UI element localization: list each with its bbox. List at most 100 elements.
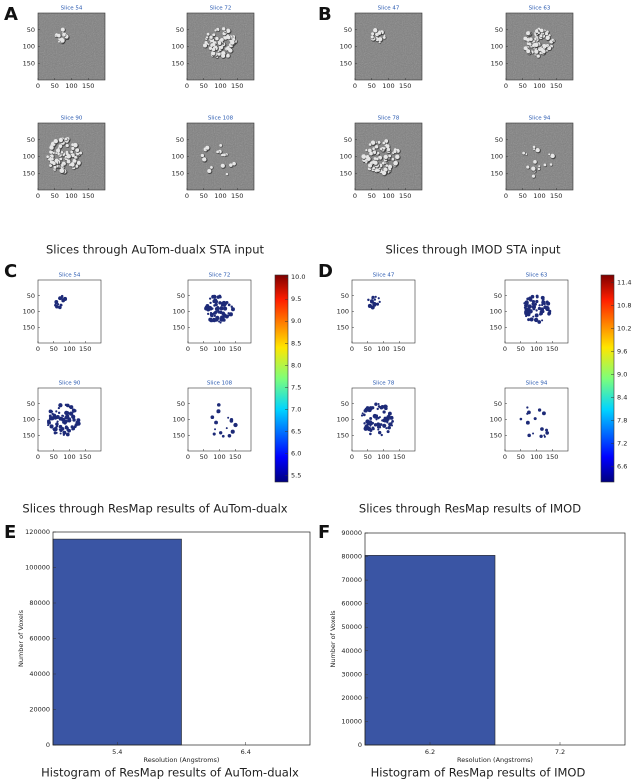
density-blob <box>537 408 542 412</box>
slice-title: Slice 72 <box>210 6 232 12</box>
density-blob <box>367 303 372 309</box>
density-blob <box>202 157 207 162</box>
density-blob <box>537 320 542 324</box>
density-blob <box>52 151 55 155</box>
density-blob <box>227 433 232 438</box>
density-blob <box>531 300 536 304</box>
density-blob <box>525 420 530 425</box>
panel-caption: Slices through ResMap results of AuTom-d… <box>22 502 287 516</box>
density-blob <box>377 402 380 405</box>
slice-title: Slice 72 <box>209 273 231 279</box>
density-blob <box>62 430 67 435</box>
density-blob <box>532 432 535 435</box>
x-tick-label: 150 <box>399 82 411 90</box>
density-blob <box>211 47 216 52</box>
x-tick-label: 0 <box>503 345 507 353</box>
density-blob <box>213 314 216 317</box>
density-blob <box>526 31 530 36</box>
y-tick-label: 50 <box>341 292 349 300</box>
density-blob <box>363 422 366 425</box>
slice-panel: Slice 47 0 50 100 150 50 100 150 <box>340 6 423 90</box>
density-blob <box>66 428 70 432</box>
slice-image <box>38 280 101 343</box>
density-blob <box>384 406 388 411</box>
density-blob <box>522 151 526 155</box>
y-tick-label: 150 <box>491 59 503 67</box>
slice-panel: Slice 54 0 50 100 150 50 100 150 <box>23 6 106 90</box>
density-blob <box>387 164 393 169</box>
density-blob <box>57 33 61 38</box>
slice-image <box>188 388 251 451</box>
plot-frame <box>364 532 626 746</box>
slice-panel: Slice 94 0 50 100 150 50 100 150 <box>490 381 569 461</box>
density-blob <box>533 148 536 151</box>
density-blob <box>230 40 235 45</box>
density-blob <box>212 33 216 37</box>
slice-noise <box>506 123 573 190</box>
colorbar-tick-label: 10.0 <box>291 273 305 281</box>
density-blob <box>367 298 370 302</box>
x-tick-label: 150 <box>550 192 562 200</box>
density-blob <box>372 147 375 151</box>
x-tick-label: 150 <box>399 192 411 200</box>
x-tick-label: 150 <box>229 453 241 461</box>
density-blob <box>370 35 374 39</box>
density-blob <box>374 402 378 406</box>
density-blob <box>383 154 388 160</box>
y-tick-label: 80000 <box>29 599 50 607</box>
density-blob <box>53 165 57 169</box>
density-blob <box>519 417 523 421</box>
y-tick-label: 150 <box>337 323 349 331</box>
y-tick-label: 90000 <box>341 529 362 537</box>
density-blob <box>524 300 528 304</box>
x-tick-label: 0 <box>185 82 189 90</box>
density-blob <box>531 166 536 171</box>
density-blob <box>200 153 205 158</box>
density-blob <box>61 164 64 167</box>
y-tick-label: 50 <box>27 292 35 300</box>
density-blob <box>76 160 81 165</box>
x-tick-label: 0 <box>186 345 190 353</box>
x-tick-label: 0 <box>186 453 190 461</box>
slice-title: Slice 63 <box>529 6 551 12</box>
density-blob <box>377 297 380 300</box>
x-tick-label: 150 <box>231 82 243 90</box>
density-blob <box>58 403 63 408</box>
y-tick-label: 50 <box>177 400 185 408</box>
x-tick-label: 150 <box>79 453 91 461</box>
density-blob <box>529 37 533 42</box>
density-blob <box>368 163 373 168</box>
density-blob <box>51 410 54 413</box>
y-tick-label: 120000 <box>25 528 50 536</box>
density-blob <box>215 36 219 41</box>
y-tick-label: 100 <box>23 153 35 161</box>
density-blob <box>75 148 80 153</box>
density-blob <box>65 143 69 148</box>
colorbar-tick-label: 9.0 <box>291 317 301 325</box>
density-blob <box>524 314 528 318</box>
density-blob <box>373 415 377 419</box>
density-blob <box>366 156 371 161</box>
bar <box>52 538 182 746</box>
density-blob <box>63 419 68 424</box>
density-blob <box>533 317 539 323</box>
density-blob <box>376 422 381 427</box>
colorbar-tick-label: 9.5 <box>291 295 301 303</box>
x-tick-label: 100 <box>530 345 542 353</box>
density-blob <box>535 299 539 304</box>
slice-title: Slice 94 <box>529 116 551 122</box>
colorbar-tick-label: 8.5 <box>291 339 301 347</box>
density-blob <box>55 410 58 413</box>
y-tick-label: 100 <box>340 153 352 161</box>
density-blob <box>386 421 389 424</box>
y-tick-label: 150 <box>490 323 502 331</box>
density-blob <box>373 298 377 301</box>
density-blob <box>205 36 209 39</box>
density-blob <box>369 151 373 156</box>
density-blob <box>550 153 555 159</box>
x-tick-label: 100 <box>214 82 226 90</box>
y-tick-label: 20000 <box>29 706 50 714</box>
density-blob <box>369 299 374 304</box>
y-tick-label: 60000 <box>29 635 50 643</box>
